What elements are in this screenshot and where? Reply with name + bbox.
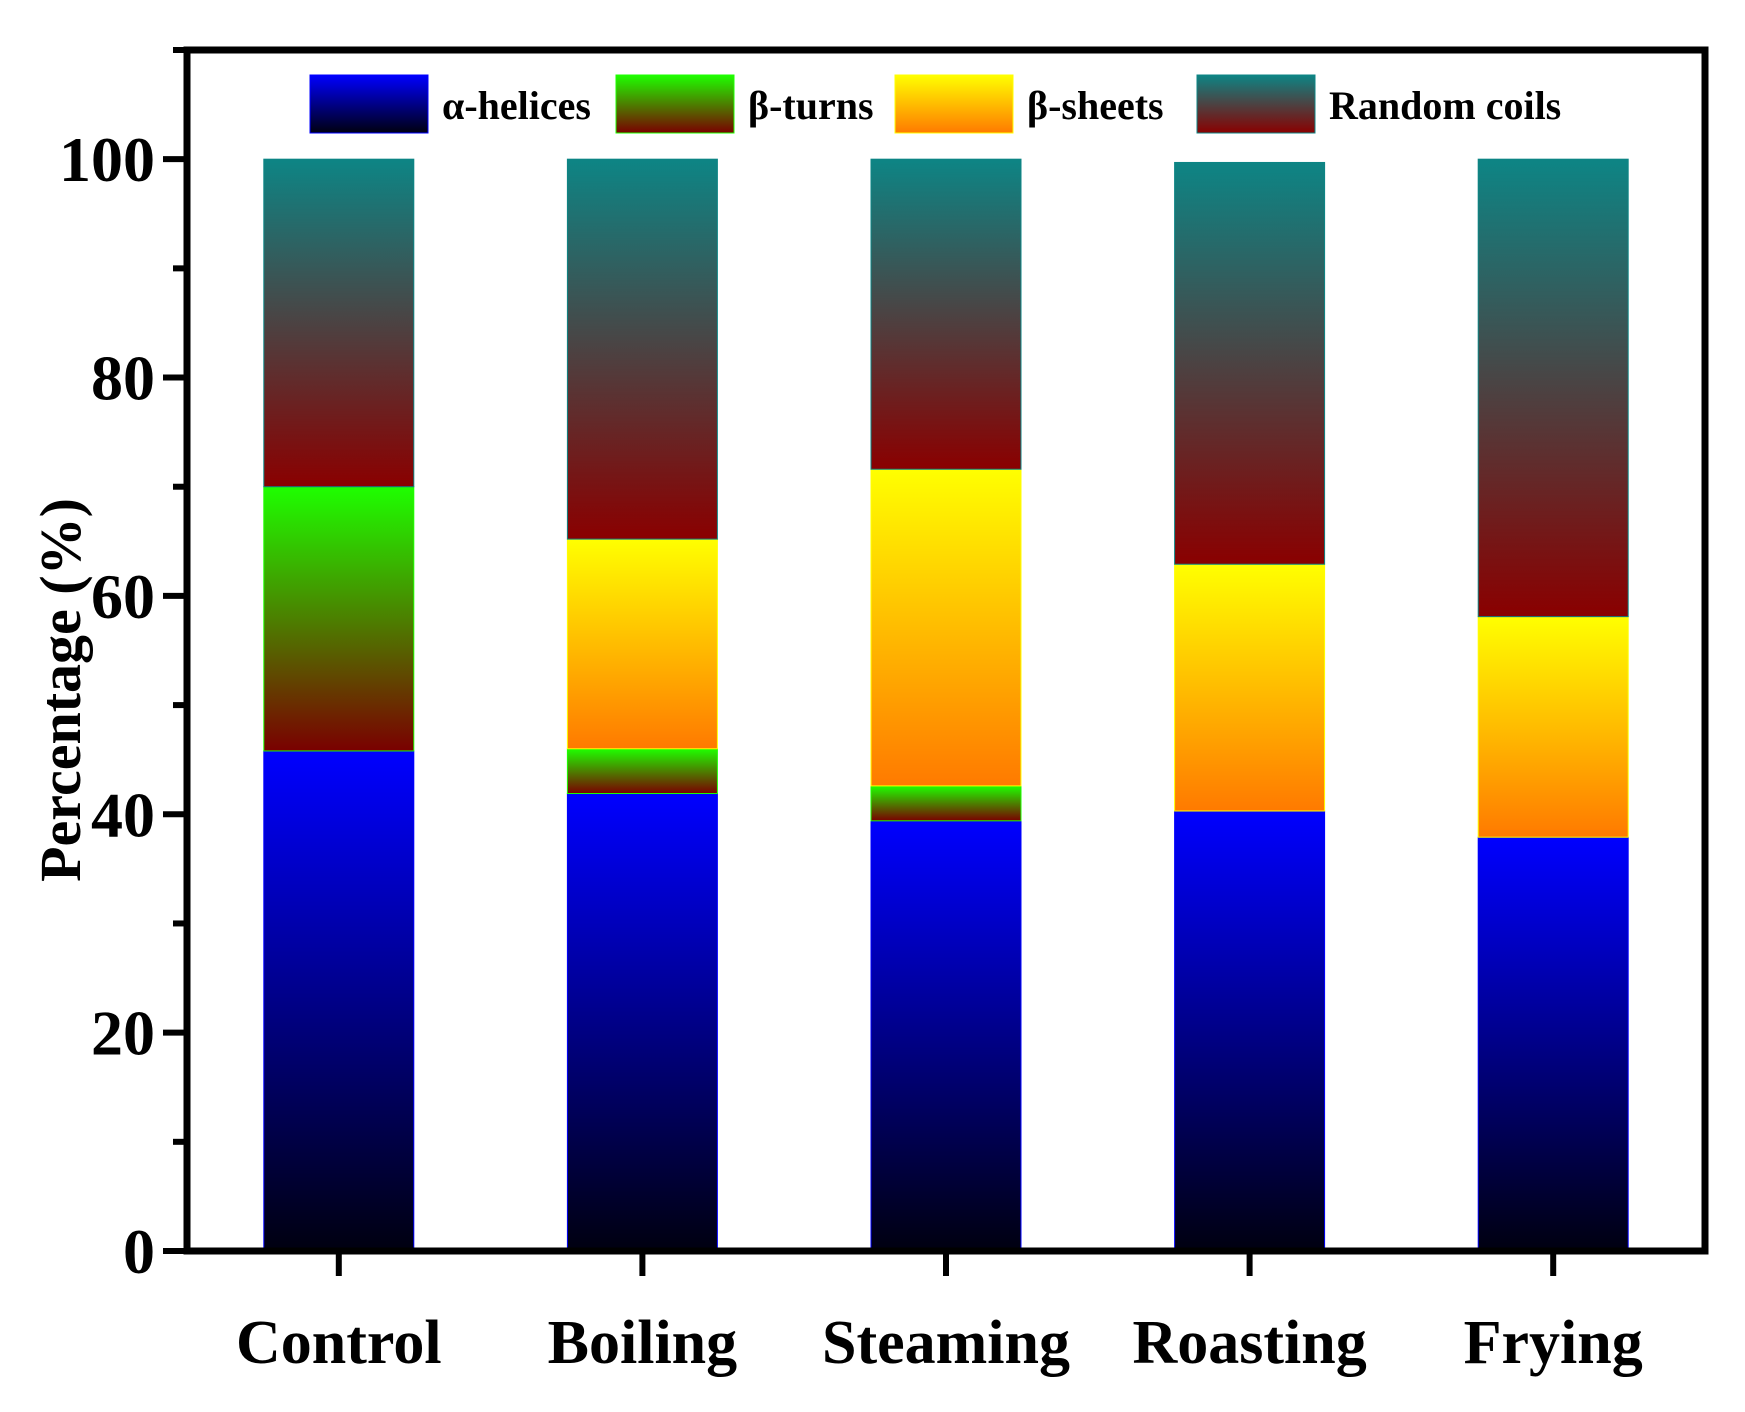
bar-sheets-boiling	[566, 538, 718, 750]
bar-sheets-frying	[1477, 616, 1629, 838]
legend-swatch-sheets	[894, 74, 1014, 134]
y-tick-label: 0	[123, 1216, 155, 1287]
bar-coils-frying	[1477, 158, 1629, 618]
x-tick-label-boiling: Boiling	[548, 1309, 738, 1377]
legend-label-sheets: β-sheets	[1027, 83, 1164, 128]
bar-alpha-steaming	[870, 820, 1022, 1252]
bar-alpha-roasting	[1174, 810, 1326, 1252]
bar-alpha-boiling	[566, 793, 718, 1252]
bar-turns-control	[263, 486, 415, 752]
y-tick-label: 40	[91, 779, 155, 850]
bar-alpha-control	[263, 750, 415, 1252]
bars-layer	[263, 158, 1629, 1252]
legend-label-turns: β-turns	[748, 83, 874, 128]
y-tick-label: 100	[59, 124, 155, 195]
bar-coils-steaming	[870, 158, 1022, 470]
legend-swatch-coils	[1196, 74, 1316, 134]
y-tick-label: 20	[91, 998, 155, 1069]
legend-label-coils: Random coils	[1329, 83, 1561, 128]
y-tick-label: 60	[91, 561, 155, 632]
bar-turns-boiling	[566, 748, 718, 795]
x-tick-label-steaming: Steaming	[822, 1309, 1070, 1377]
legend: α-helices β-turns β-sheets Random coils	[309, 74, 1561, 134]
bar-coils-control	[263, 158, 415, 488]
legend-swatch-turns	[615, 74, 735, 134]
x-tick-label-frying: Frying	[1464, 1309, 1643, 1377]
axes: 0 20 40 60 80 100 Control Boiling Steaming Roasti…	[59, 46, 1709, 1377]
y-tick-label: 80	[91, 343, 155, 414]
x-tick-label-roasting: Roasting	[1132, 1309, 1366, 1377]
legend-swatch-alpha	[309, 74, 429, 134]
bar-alpha-frying	[1477, 836, 1629, 1252]
x-tick-label-control: Control	[236, 1309, 442, 1377]
bar-turns-steaming	[870, 785, 1022, 822]
bar-sheets-roasting	[1174, 563, 1326, 812]
bar-coils-roasting	[1174, 161, 1326, 565]
bar-coils-boiling	[566, 158, 718, 540]
legend-label-alpha: α-helices	[442, 83, 591, 128]
y-axis-title: Percentage (%)	[28, 498, 93, 882]
bar-sheets-steaming	[870, 468, 1022, 787]
